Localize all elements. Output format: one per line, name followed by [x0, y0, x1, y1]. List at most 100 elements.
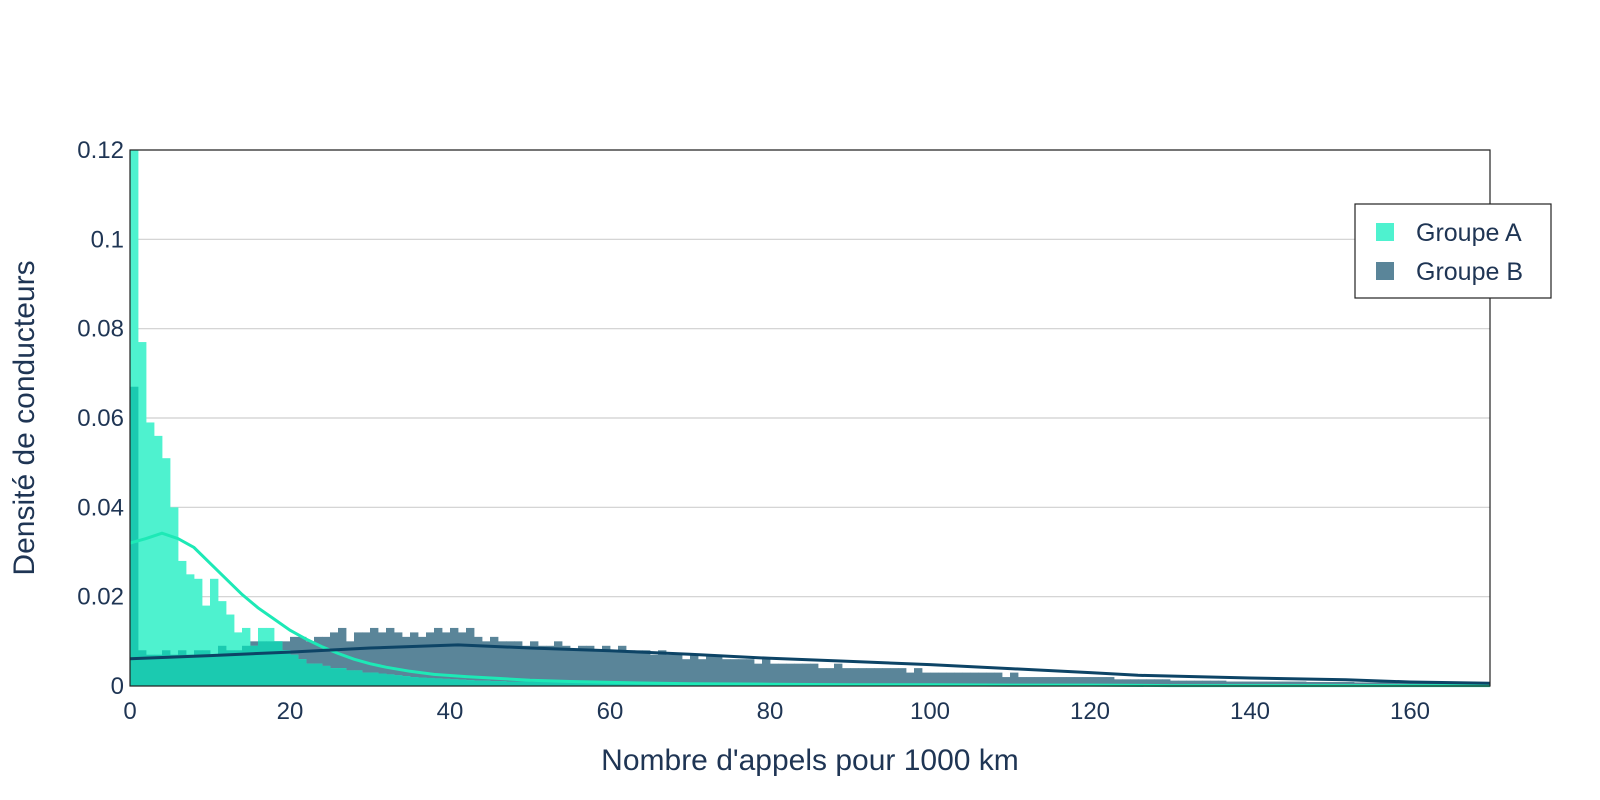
- bar-groupe-b: [858, 668, 867, 686]
- bar-groupe-b: [922, 672, 931, 686]
- bar-overlap: [562, 682, 571, 686]
- bar-groupe-b: [642, 650, 651, 686]
- bar-groupe-b: [1274, 681, 1283, 686]
- bar-groupe-b: [450, 627, 459, 686]
- bar-groupe-b: [874, 668, 883, 686]
- bar-groupe-a: [170, 507, 179, 686]
- bar-groupe-b: [330, 632, 339, 686]
- bar-groupe-b: [946, 672, 955, 686]
- bar-groupe-b: [930, 672, 939, 686]
- bar-groupe-b: [378, 632, 387, 686]
- bar-overlap: [642, 683, 651, 686]
- bar-overlap: [290, 654, 299, 686]
- bar-groupe-b: [1010, 672, 1019, 686]
- x-tick-label: 80: [757, 698, 784, 725]
- bar-groupe-b: [1090, 677, 1099, 686]
- bar-overlap: [466, 680, 475, 686]
- legend[interactable]: Groupe A Groupe B: [1354, 203, 1552, 299]
- bar-groupe-b: [322, 636, 331, 686]
- x-tick-label: 0: [123, 698, 136, 725]
- y-axis-ticks: 0 0.02 0.04 0.06 0.08 0.1 0.12: [77, 137, 124, 700]
- legend-item-groupe-a[interactable]: Groupe A: [1376, 219, 1522, 247]
- bar-groupe-b: [1138, 679, 1147, 686]
- bar-groupe-a: [210, 578, 219, 686]
- legend-item-groupe-b[interactable]: Groupe B: [1376, 258, 1523, 286]
- bar-groupe-b: [394, 632, 403, 686]
- bar-groupe-b: [1242, 681, 1251, 686]
- bar-groupe-b: [1306, 681, 1315, 686]
- bar-overlap: [386, 674, 395, 686]
- bar-groupe-b: [882, 668, 891, 686]
- bar-groupe-b: [706, 654, 715, 686]
- bar-groupe-b: [954, 672, 963, 686]
- legend-label: Groupe A: [1416, 219, 1522, 247]
- x-tick-label: 100: [910, 698, 950, 725]
- bar-groupe-b: [386, 627, 395, 686]
- bar-groupe-b: [1298, 681, 1307, 686]
- bar-groupe-b: [762, 659, 771, 686]
- plot-frame: [129, 149, 1491, 687]
- bar-groupe-b: [346, 641, 355, 686]
- bar-groupe-b: [1130, 679, 1139, 686]
- bar-overlap: [234, 650, 243, 686]
- bar-overlap: [586, 682, 595, 686]
- bar-overlap: [378, 673, 387, 686]
- bar-groupe-b: [474, 636, 483, 686]
- bar-groupe-b: [682, 659, 691, 686]
- bar-groupe-b: [1266, 681, 1275, 686]
- bar-overlap: [514, 681, 523, 686]
- bar-groupe-b: [738, 659, 747, 686]
- bar-groupe-b: [490, 636, 499, 686]
- bar-groupe-b: [618, 645, 627, 686]
- bar-groupe-b: [778, 663, 787, 686]
- x-tick-label: 140: [1230, 698, 1270, 725]
- y-tick-label: 0: [111, 673, 124, 700]
- bar-groupe-b: [1218, 680, 1227, 686]
- bar-groupe-b: [578, 645, 587, 686]
- bar-overlap: [458, 679, 467, 686]
- bar-groupe-a: [202, 605, 211, 686]
- bar-overlap: [610, 683, 619, 686]
- x-tick-label: 160: [1390, 698, 1430, 725]
- bar-overlap: [354, 670, 363, 686]
- bar-overlap: [338, 668, 347, 686]
- bar-overlap: [282, 650, 291, 686]
- bar-groupe-b: [1146, 679, 1155, 686]
- bar-groupe-b: [498, 641, 507, 686]
- bar-groupe-b: [866, 668, 875, 686]
- bar-groupe-b: [410, 632, 419, 686]
- bar-groupe-b: [906, 672, 915, 686]
- bar-groupe-b: [442, 632, 451, 686]
- bar-groupe-b: [1074, 677, 1083, 686]
- bar-groupe-b: [594, 650, 603, 686]
- bar-groupe-b: [530, 641, 539, 686]
- bar-groupe-b: [890, 668, 899, 686]
- bar-groupe-b: [1322, 681, 1331, 686]
- bar-groupe-b: [986, 672, 995, 686]
- legend-box: [1354, 203, 1552, 299]
- y-axis-title: Densité de conducteurs: [8, 260, 41, 575]
- bar-groupe-b: [1178, 680, 1187, 686]
- bar-groupe-b: [1018, 677, 1027, 686]
- bar-overlap: [154, 654, 163, 686]
- bar-overlap: [626, 683, 635, 686]
- bar-groupe-b: [434, 627, 443, 686]
- bar-groupe-b: [842, 668, 851, 686]
- bar-groupe-b: [338, 627, 347, 686]
- legend-swatch: [1376, 262, 1394, 280]
- bar-overlap: [602, 682, 611, 686]
- bar-groupe-b: [546, 645, 555, 686]
- bar-overlap: [306, 663, 315, 686]
- bar-groupe-a: [218, 601, 227, 686]
- density-curve-groupe-b: [129, 643, 1491, 685]
- bar-groupe-b: [698, 659, 707, 686]
- x-tick-label: 120: [1070, 698, 1110, 725]
- bar-groupe-b: [402, 636, 411, 686]
- bar-groupe-a: [162, 458, 171, 686]
- bar-groupe-b: [826, 668, 835, 686]
- bar-overlap: [482, 680, 491, 686]
- bar-overlap: [186, 654, 195, 686]
- bar-groupe-b: [514, 641, 523, 686]
- bar-overlap: [658, 683, 667, 686]
